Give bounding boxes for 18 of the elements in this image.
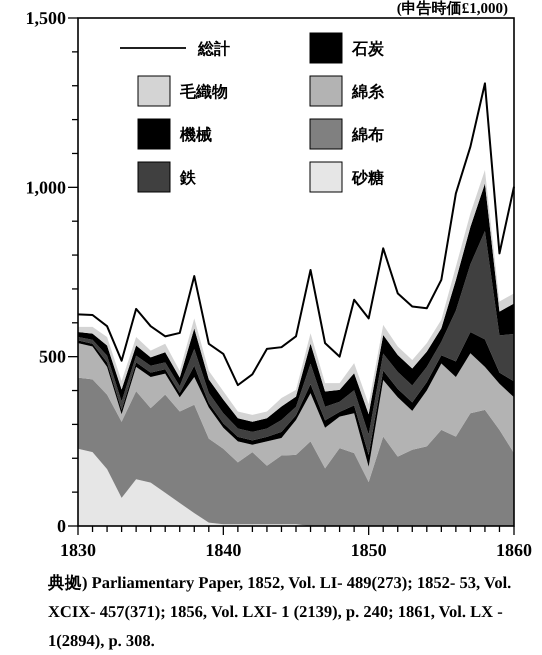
y-axis-title: (申告時価£1,000) [396,0,508,17]
text: 典拠) Parliamentary Paper, 1852, Vol. LI- 489(273); 1852- 53, Vol. XCIX- 457(371); 1856, Vol. LXI- 1 (2139), p. 240; 1861, Vol. LX - 1(2894), p. 308. [48,572,512,652]
y-tick-label: 500 [39,346,66,367]
legend-item: 毛織物 [180,84,228,101]
legend-item: 綿糸 [352,84,384,101]
legend-item: 石炭 [352,41,384,58]
y-tick-label: 1,000 [26,177,66,198]
legend-item: 鉄 [180,170,196,187]
legend-item: 砂糖 [352,170,384,187]
x-tick-label: 1850 [350,540,387,560]
legend-item: 綿布 [352,127,384,144]
x-tick-label: 1830 [60,540,96,560]
x-tick-label: 1840 [205,540,242,560]
legend-item: 機械 [180,127,212,144]
legend-item: 総計 [198,41,230,58]
y-tick-label: 0 [57,516,66,536]
x-tick-label: 1860 [496,540,532,560]
y-tick-label: 1,500 [26,8,66,28]
